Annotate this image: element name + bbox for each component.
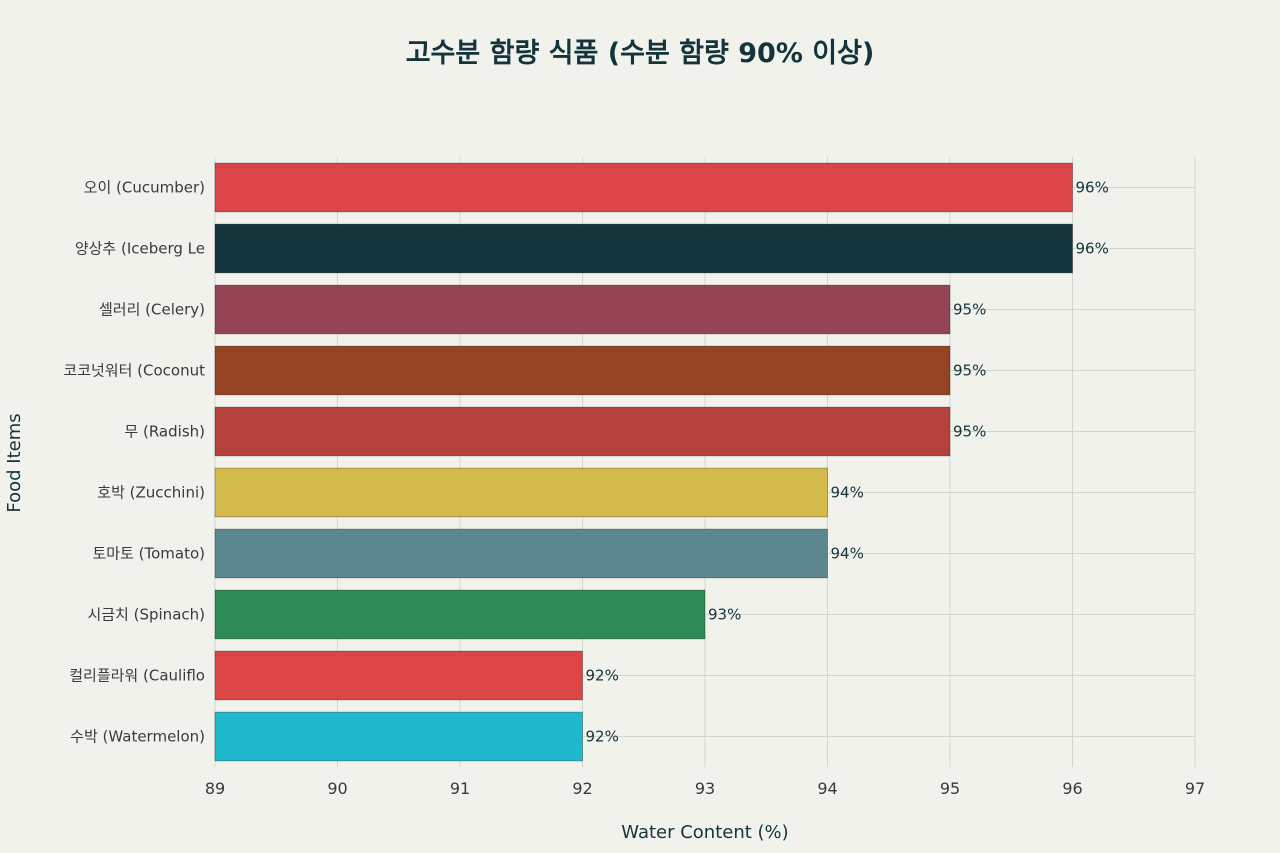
x-axis-title: Water Content (%): [621, 822, 788, 843]
bar: [214, 589, 706, 640]
x-tick-labels: 89 90 91 92 93 94 95 96 97: [205, 779, 1205, 798]
x-tick-label: 91: [450, 779, 470, 798]
bar-value-label: 92%: [586, 667, 619, 685]
category-label: 오이 (Cucumber): [84, 179, 205, 197]
bar: [214, 284, 951, 335]
category-label: 컬리플라워 (Cauliflo: [69, 667, 205, 685]
bar-value-label: 95%: [953, 362, 986, 380]
category-label: 코코넛워터 (Coconut: [63, 362, 205, 380]
category-label: 무 (Radish): [124, 423, 205, 441]
y-axis-title: Food Items: [4, 413, 25, 512]
x-tick-label: 92: [572, 779, 592, 798]
x-tick-label: 90: [327, 779, 347, 798]
category-label: 양상추 (Iceberg Le: [75, 240, 205, 258]
x-tick-label: 89: [205, 779, 225, 798]
category-label: 시금치 (Spinach): [87, 606, 205, 624]
bar: [214, 711, 583, 762]
bar: [214, 223, 1073, 274]
x-tick-label: 94: [817, 779, 837, 798]
bar: [214, 528, 828, 579]
category-label: 토마토 (Tomato): [92, 545, 205, 563]
category-label: 셀러리 (Celery): [99, 301, 205, 319]
data-labels: 96% 96% 95% 95% 95% 94% 94% 93% 92% 92%: [586, 179, 1109, 746]
bars: [214, 162, 1073, 762]
bar-value-label: 93%: [708, 606, 741, 624]
bar-value-label: 95%: [953, 423, 986, 441]
chart-title: 고수분 함량 식품 (수분 함량 90% 이상): [406, 38, 875, 69]
bar-value-label: 96%: [1076, 240, 1109, 258]
bar: [214, 467, 828, 518]
x-tick-label: 96: [1062, 779, 1082, 798]
category-label: 호박 (Zucchini): [97, 484, 205, 502]
bar-value-label: 96%: [1076, 179, 1109, 197]
x-tick-label: 93: [695, 779, 715, 798]
bar-value-label: 94%: [831, 484, 864, 502]
bar: [214, 406, 951, 457]
category-labels: 오이 (Cucumber) 양상추 (Iceberg Le 셀러리 (Celery)…: [63, 179, 205, 746]
bar: [214, 650, 583, 701]
bar-value-label: 95%: [953, 301, 986, 319]
x-tick-label: 95: [940, 779, 960, 798]
bar-value-label: 94%: [831, 545, 864, 563]
bar: [214, 345, 951, 396]
category-label: 수박 (Watermelon): [70, 728, 205, 746]
bar-value-label: 92%: [586, 728, 619, 746]
bar: [214, 162, 1073, 213]
x-tick-label: 97: [1185, 779, 1205, 798]
